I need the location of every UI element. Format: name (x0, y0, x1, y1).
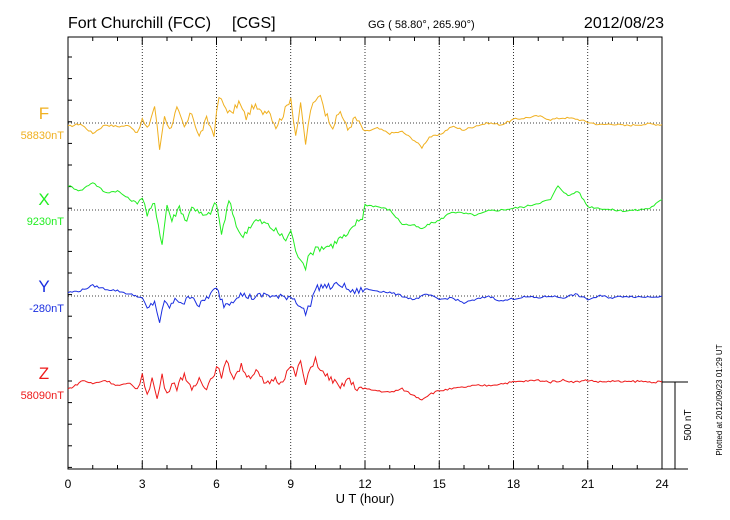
x-tick-label: 21 (581, 477, 595, 491)
x-tick-label: 24 (655, 477, 669, 491)
coords-label: GG ( 58.80°, 265.90°) (368, 19, 475, 31)
trace-x (67, 182, 663, 272)
x-axis-tick-labels: 0 3 6 9 12 15 18 21 24 (65, 477, 669, 491)
scale-bar: 500 nT (662, 381, 694, 470)
x-tick-label: 9 (287, 477, 294, 491)
trace-z (67, 355, 663, 401)
x-axis-ticks (67, 37, 663, 469)
series-baseline-f: 58830nT (21, 130, 65, 142)
x-tick-label: 0 (65, 477, 72, 491)
x-tick-label: 6 (213, 477, 220, 491)
trace-y (67, 281, 663, 323)
x-axis-label: U T (hour) (336, 491, 395, 506)
series-labels: F 58830nT X 9230nT Y -280nT Z 58090nT (21, 104, 65, 402)
network-label: [CGS] (232, 15, 276, 32)
station-title: Fort Churchill (FCC) (68, 15, 211, 32)
x-tick-label: 15 (433, 477, 447, 491)
x-tick-label: 18 (507, 477, 521, 491)
series-baseline-x: 9230nT (27, 216, 65, 228)
series-baseline-y: -280nT (29, 303, 64, 315)
x-tick-label: 3 (139, 477, 146, 491)
series-letter-y: Y (38, 277, 49, 296)
series-letter-x: X (38, 190, 49, 209)
series-letter-f: F (39, 104, 49, 123)
x-tick-label: 12 (358, 477, 372, 491)
series-letter-z: Z (39, 364, 49, 383)
series-baseline-z: 58090nT (21, 390, 65, 402)
scale-bar-label: 500 nT (683, 409, 694, 440)
plotted-timestamp: Plotted at 2012/09/23 01:29 UT (715, 344, 724, 455)
trace-f (67, 94, 663, 150)
series-traces (67, 94, 663, 401)
grid-lines (68, 37, 662, 469)
date-label: 2012/08/23 (584, 15, 664, 32)
